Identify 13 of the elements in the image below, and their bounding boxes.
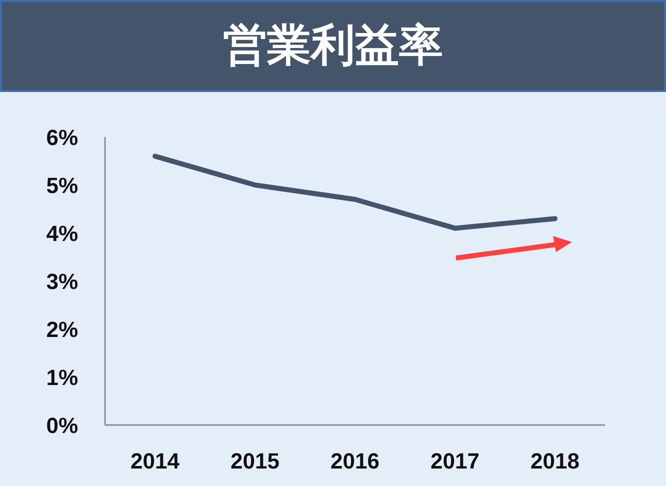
y-tick-label: 5%	[46, 172, 78, 198]
y-tick-label: 0%	[46, 412, 78, 438]
y-tick-label: 4%	[46, 220, 78, 246]
x-tick-label: 2016	[330, 448, 380, 474]
chart-title: 営業利益率	[223, 20, 443, 72]
x-tick-label: 2018	[530, 448, 580, 474]
y-tick-label: 1%	[46, 364, 78, 390]
x-tick-label: 2015	[230, 448, 280, 474]
x-tick-label: 2014	[130, 448, 180, 474]
y-tick-label: 2%	[46, 316, 78, 342]
y-tick-label: 3%	[46, 268, 78, 294]
y-tick-label: 6%	[46, 124, 78, 150]
x-tick-label: 2017	[430, 448, 480, 474]
